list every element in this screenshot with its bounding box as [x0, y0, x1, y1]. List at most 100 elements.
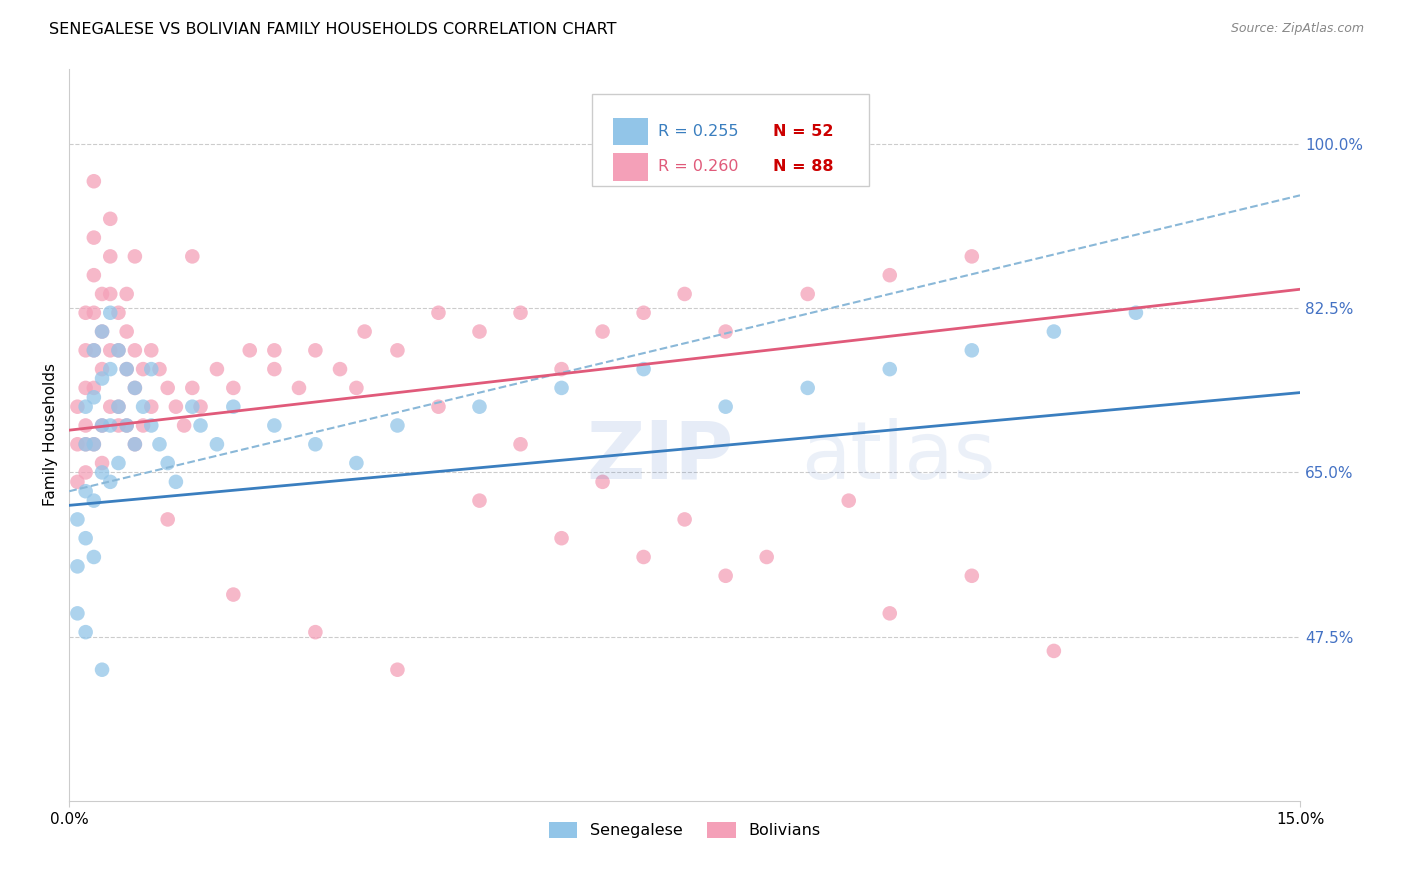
Point	[141, 362, 163, 376]
Point	[83, 174, 105, 188]
Point	[66, 512, 89, 526]
Point	[879, 362, 901, 376]
Point	[83, 437, 105, 451]
Point	[91, 418, 114, 433]
Point	[124, 437, 146, 451]
Point	[387, 663, 409, 677]
Point	[148, 437, 170, 451]
Point	[550, 362, 572, 376]
Point	[304, 437, 326, 451]
Point	[115, 287, 138, 301]
Point	[304, 343, 326, 358]
Point	[960, 568, 983, 582]
Point	[75, 306, 97, 320]
Point	[115, 325, 138, 339]
Point	[83, 549, 105, 564]
Point	[288, 381, 311, 395]
Point	[75, 466, 97, 480]
Point	[148, 362, 170, 376]
Point	[141, 418, 163, 433]
Point	[132, 418, 155, 433]
Point	[75, 625, 97, 640]
Point	[107, 418, 129, 433]
Point	[75, 531, 97, 545]
Point	[83, 390, 105, 404]
Point	[509, 437, 531, 451]
Point	[468, 400, 491, 414]
Point	[879, 268, 901, 282]
Point	[550, 531, 572, 545]
Point	[115, 362, 138, 376]
Point	[190, 400, 212, 414]
Text: N = 88: N = 88	[773, 160, 834, 175]
Point	[66, 475, 89, 489]
Point	[83, 306, 105, 320]
Point	[91, 663, 114, 677]
Point	[156, 381, 179, 395]
Point	[115, 418, 138, 433]
Point	[344, 381, 367, 395]
Point	[66, 607, 89, 621]
Point	[91, 287, 114, 301]
Point	[673, 512, 696, 526]
Legend: Senegalese, Bolivians: Senegalese, Bolivians	[543, 815, 827, 845]
Point	[83, 343, 105, 358]
Point	[550, 381, 572, 395]
Point	[205, 362, 228, 376]
Y-axis label: Family Households: Family Households	[44, 363, 58, 507]
Point	[98, 475, 121, 489]
Point	[75, 437, 97, 451]
FancyBboxPatch shape	[592, 95, 869, 186]
Bar	[613, 153, 648, 181]
Point	[66, 559, 89, 574]
Point	[98, 418, 121, 433]
Point	[714, 325, 737, 339]
Point	[165, 400, 187, 414]
Point	[796, 381, 818, 395]
Point	[387, 418, 409, 433]
Point	[141, 400, 163, 414]
Point	[107, 343, 129, 358]
Point	[66, 400, 89, 414]
Text: atlas: atlas	[801, 417, 995, 496]
Point	[115, 362, 138, 376]
Point	[98, 343, 121, 358]
Point	[755, 549, 778, 564]
Point	[633, 362, 655, 376]
Text: N = 52: N = 52	[773, 124, 834, 139]
Text: Source: ZipAtlas.com: Source: ZipAtlas.com	[1230, 22, 1364, 36]
Point	[173, 418, 195, 433]
Point	[222, 588, 245, 602]
Point	[91, 362, 114, 376]
Point	[98, 211, 121, 226]
Point	[960, 343, 983, 358]
Point	[427, 306, 450, 320]
Point	[75, 400, 97, 414]
Point	[592, 475, 614, 489]
Point	[165, 475, 187, 489]
Point	[91, 325, 114, 339]
Point	[91, 325, 114, 339]
Point	[714, 400, 737, 414]
Point	[156, 456, 179, 470]
Point	[796, 287, 818, 301]
Point	[673, 287, 696, 301]
Point	[115, 418, 138, 433]
Point	[75, 418, 97, 433]
Point	[714, 568, 737, 582]
Point	[75, 484, 97, 499]
Point	[222, 381, 245, 395]
Point	[427, 400, 450, 414]
Point	[141, 343, 163, 358]
Point	[304, 625, 326, 640]
Text: R = 0.260: R = 0.260	[658, 160, 738, 175]
Point	[205, 437, 228, 451]
Point	[98, 249, 121, 263]
Point	[107, 400, 129, 414]
Point	[132, 400, 155, 414]
Point	[75, 437, 97, 451]
Point	[879, 607, 901, 621]
Point	[633, 549, 655, 564]
Point	[83, 230, 105, 244]
Point	[91, 456, 114, 470]
